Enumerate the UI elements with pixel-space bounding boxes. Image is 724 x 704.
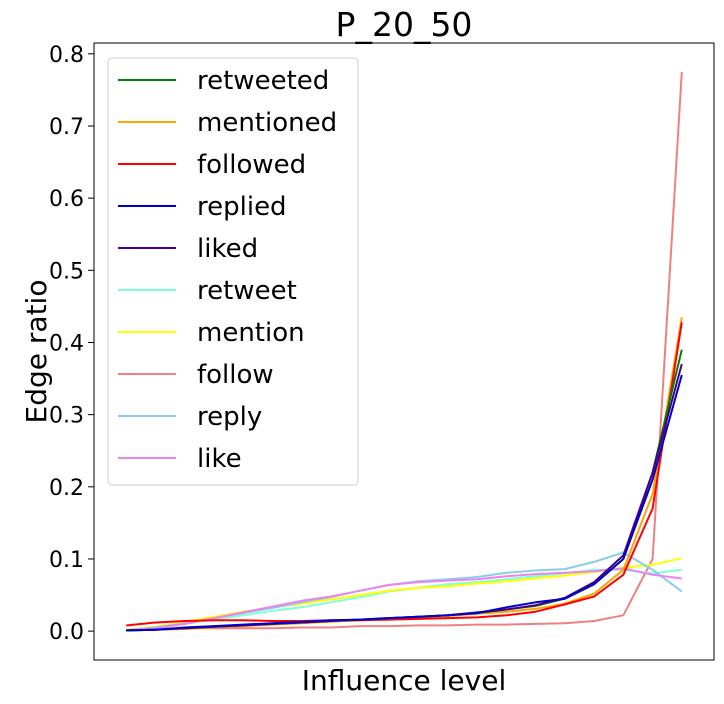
series-line-followed	[126, 322, 683, 627]
series-line-mention	[126, 557, 683, 631]
plot-frame	[93, 42, 715, 661]
legend-label-liked: liked	[197, 234, 258, 264]
legend-label-replied: replied	[197, 192, 287, 222]
x-axis-title: Influence level	[302, 664, 506, 697]
legend-label-retweet: retweet	[197, 276, 297, 306]
legend-label-reply: reply	[197, 402, 262, 432]
legend-label-follow: follow	[197, 360, 274, 390]
legend-label-followed: followed	[197, 150, 306, 180]
y-axis-title: Edge ratio	[20, 280, 53, 424]
legend-label-retweeted: retweeted	[197, 66, 329, 96]
y-tick-label: 0.7	[49, 115, 84, 140]
y-tick-label: 0.0	[49, 620, 84, 645]
legend-label-mention: mention	[197, 318, 305, 348]
y-tick-label: 0.3	[49, 404, 84, 429]
chart-title: P_20_50	[336, 5, 473, 44]
y-tick-label: 0.2	[49, 476, 84, 501]
series-line-replied	[126, 374, 683, 632]
series-lines	[126, 71, 683, 632]
y-tick-label: 0.6	[49, 187, 84, 212]
y-tick-label: 0.4	[49, 331, 84, 356]
legend-label-like: like	[197, 444, 242, 474]
series-line-like	[126, 567, 682, 632]
y-axis-ticks: 0.0 0.1 0.2 0.3 0.4 0.5 0.6 0.7 0.8	[49, 43, 94, 645]
legend: retweeted mentioned followed replied liked re…	[107, 57, 359, 486]
y-tick-label: 0.1	[49, 548, 84, 573]
y-tick-label: 0.5	[49, 259, 84, 284]
legend-label-mentioned: mentioned	[197, 108, 337, 138]
y-tick-label: 0.8	[49, 43, 84, 68]
